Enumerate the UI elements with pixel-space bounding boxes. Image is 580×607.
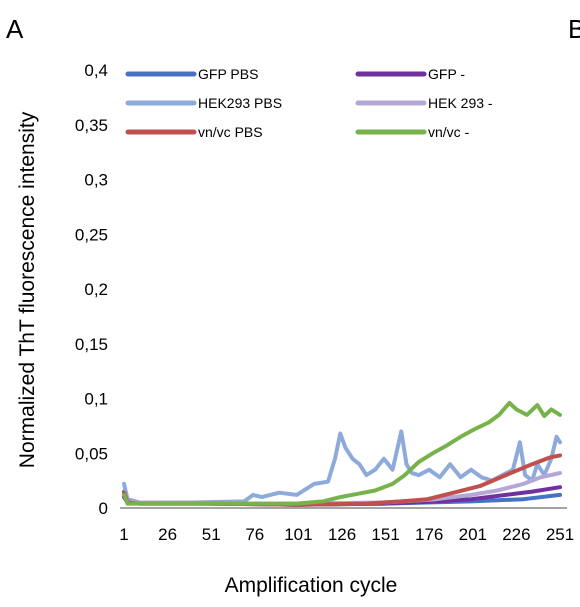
y-tick-label: 0,2 xyxy=(84,280,108,299)
y-tick-label: 0,1 xyxy=(84,390,108,409)
x-tick-label: 151 xyxy=(371,525,399,544)
x-tick-label: 126 xyxy=(328,525,356,544)
legend-label: GFP - xyxy=(428,66,465,82)
series-lines xyxy=(122,400,562,507)
x-tick-label: 101 xyxy=(284,525,312,544)
series-line-6 xyxy=(122,400,562,506)
y-tick-label: 0,05 xyxy=(75,444,108,463)
y-axis-title: Normalized ThT fluorescence intensity xyxy=(16,111,39,468)
series-line-3 xyxy=(122,429,562,505)
y-tick-label: 0,25 xyxy=(75,225,108,244)
x-tick-labels: 1 26 51 76 101 126 151 176 201 226 251 xyxy=(119,525,574,544)
x-tick-label: 26 xyxy=(158,525,177,544)
legend-label: GFP PBS xyxy=(198,66,258,82)
y-tick-label: 0,15 xyxy=(75,335,108,354)
x-tick-label: 51 xyxy=(202,525,221,544)
x-tick-label: 251 xyxy=(546,525,574,544)
legend-label: vn/vc - xyxy=(428,124,470,140)
x-tick-label: 1 xyxy=(119,525,128,544)
legend-label: HEK293 PBS xyxy=(198,95,282,111)
y-tick-label: 0 xyxy=(99,499,108,518)
legend-label: vn/vc PBS xyxy=(198,124,263,140)
x-tick-label: 201 xyxy=(459,525,487,544)
panel-label-a: A xyxy=(6,14,24,44)
x-tick-label: 176 xyxy=(415,525,443,544)
x-tick-label: 76 xyxy=(245,525,264,544)
panel-label-b: B xyxy=(568,14,580,44)
legend: GFP PBS GFP - HEK293 PBS HEK 293 - vn/vc PBS… xyxy=(125,66,493,140)
y-tick-label: 0,3 xyxy=(84,171,108,190)
x-tick-label: 226 xyxy=(502,525,530,544)
y-tick-labels: 0 0,05 0,1 0,15 0,2 0,25 0,3 0,35 0,4 xyxy=(75,61,108,518)
y-tick-label: 0,35 xyxy=(75,116,108,135)
legend-label: HEK 293 - xyxy=(428,95,493,111)
x-axis-title: Amplification cycle xyxy=(225,574,398,597)
y-tick-label: 0,4 xyxy=(84,61,108,80)
